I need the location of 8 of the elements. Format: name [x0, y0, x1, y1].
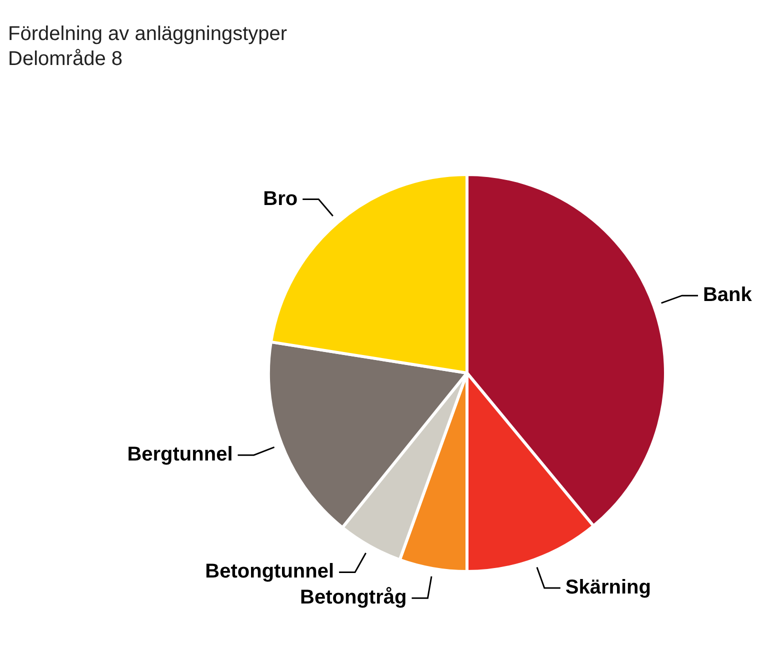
chart-subtitle: Delområde 8: [8, 47, 124, 72]
slice-label: Bergtunnel: [127, 444, 233, 466]
slice-label: Skärning: [565, 576, 651, 599]
slice-label: Betongtunnel: [205, 560, 334, 583]
slice-label: Bank: [702, 284, 753, 306]
chart-title: Fördelning av anläggningstyper: [8, 22, 288, 47]
slice-label: Betongtråg: [300, 586, 407, 609]
slice-label: Bro: [263, 188, 298, 210]
